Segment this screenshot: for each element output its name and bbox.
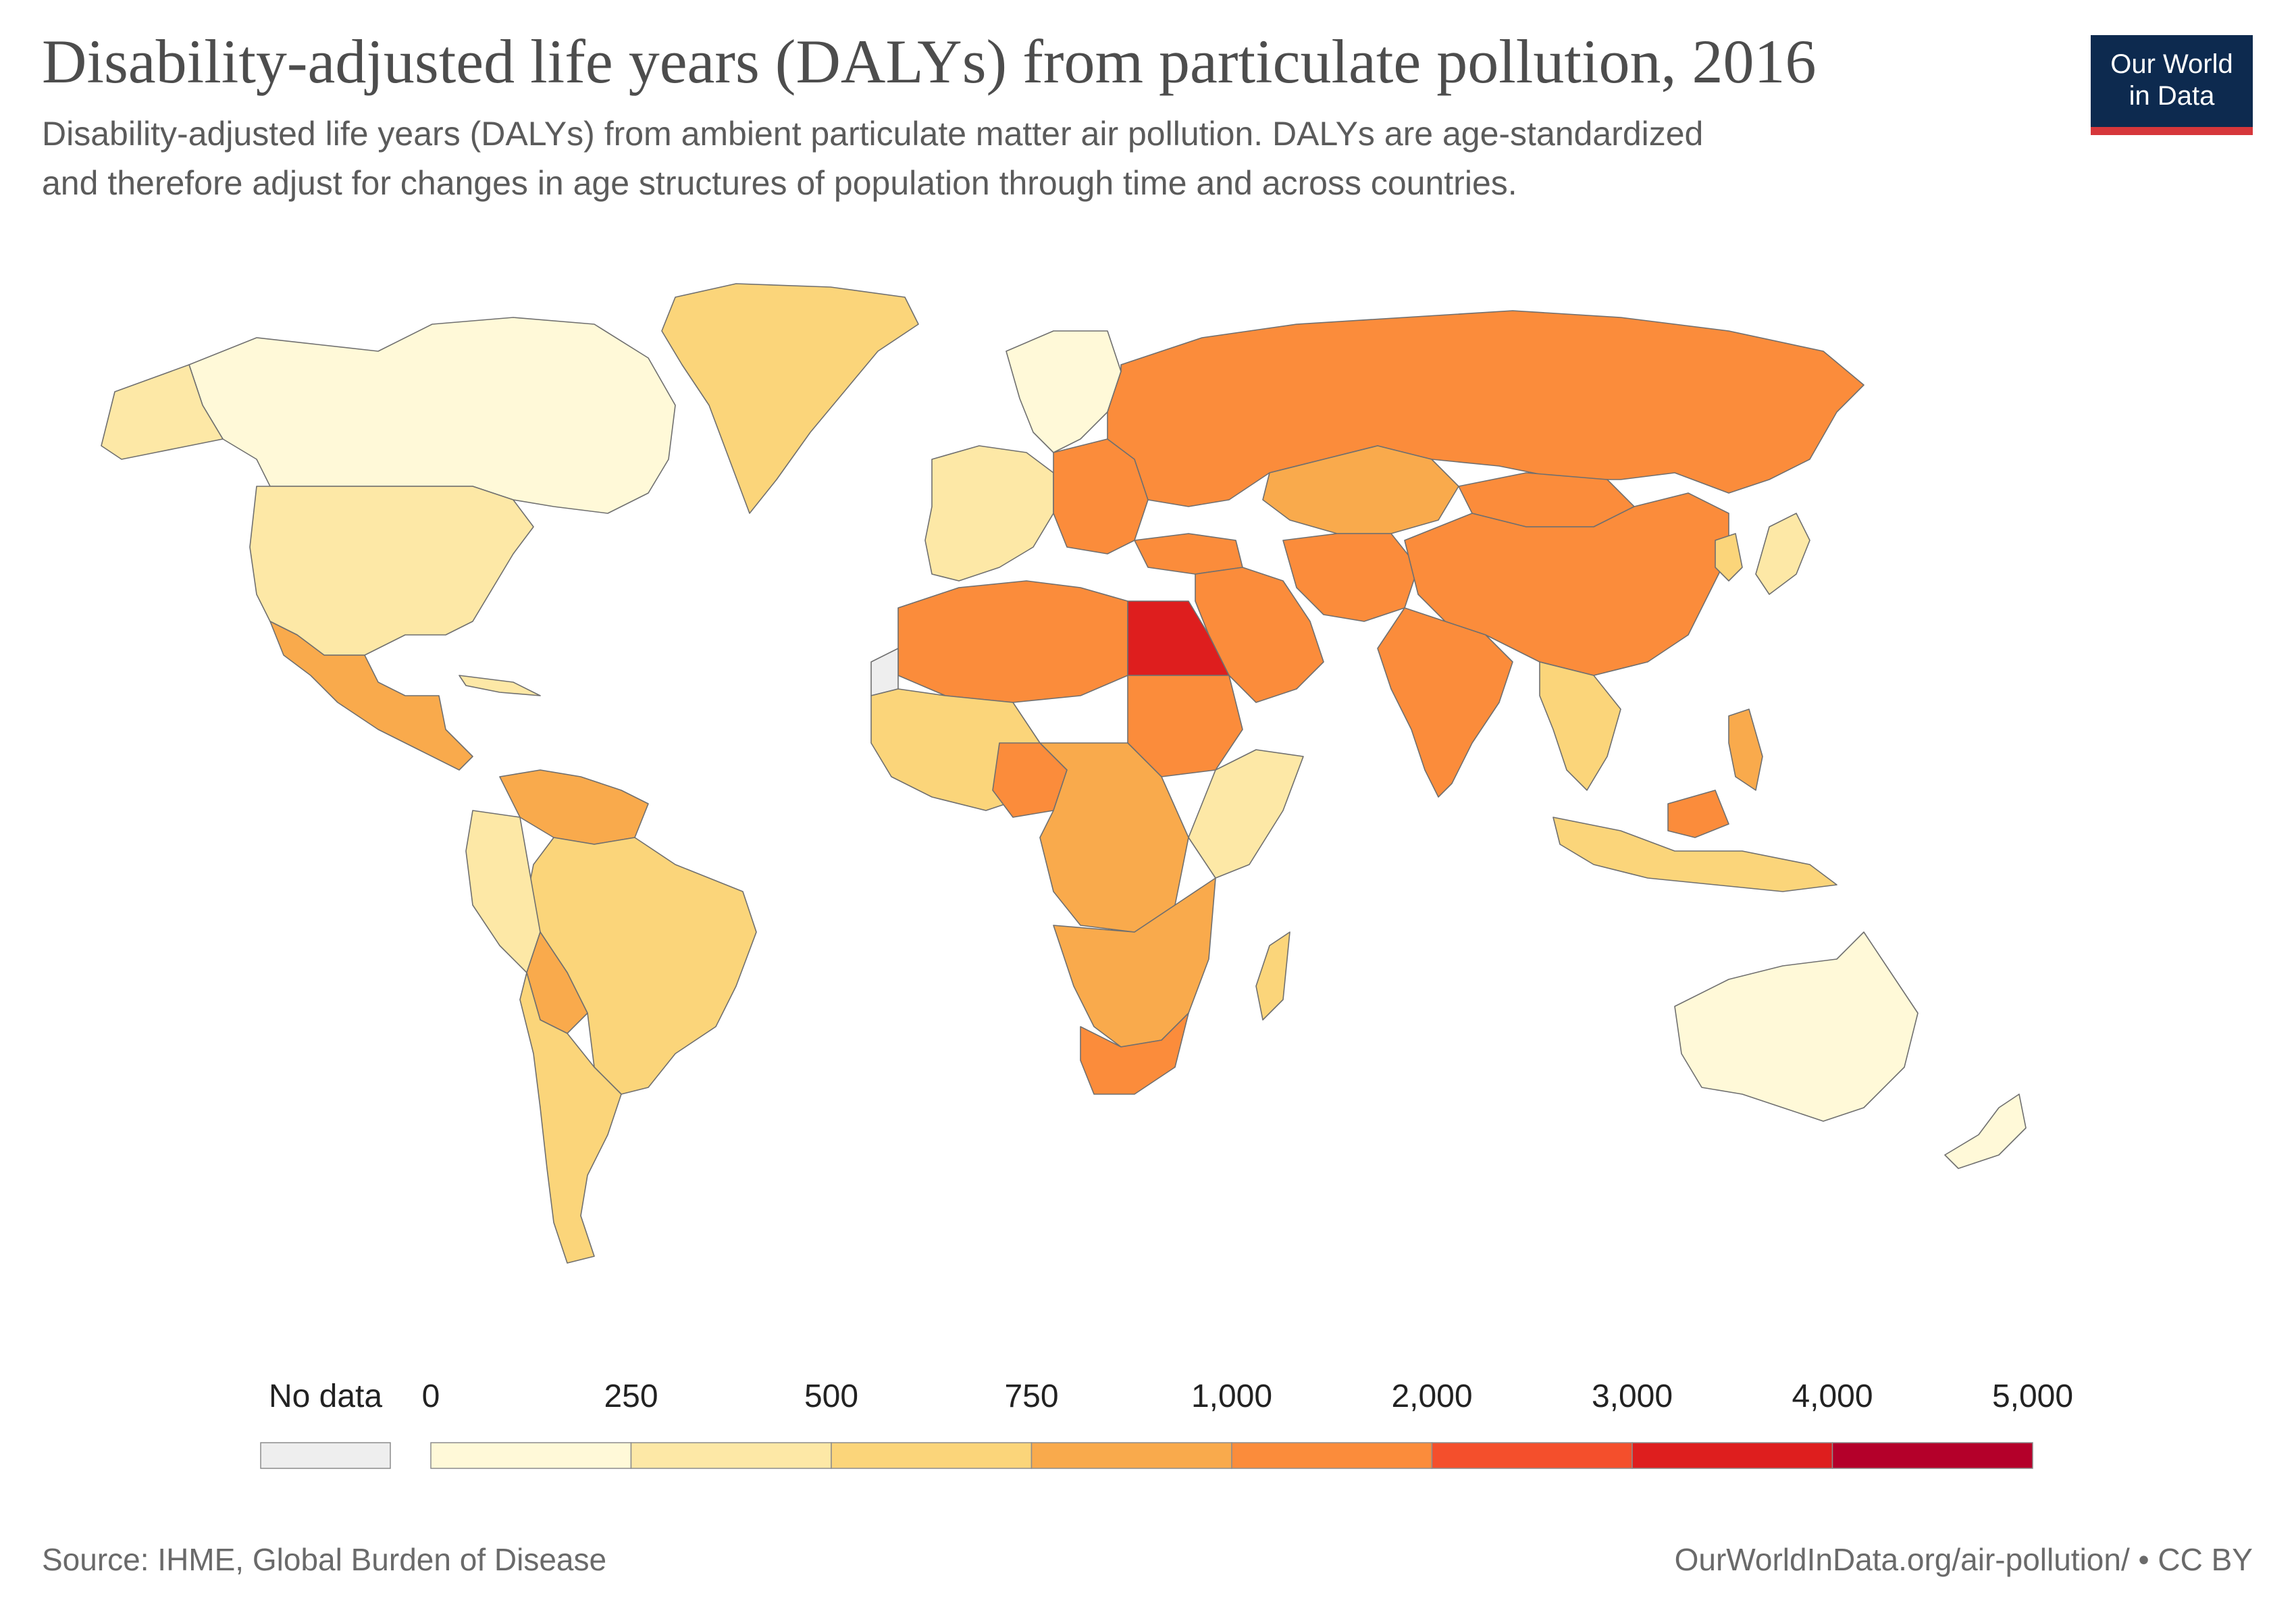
legend-tick-label: 3,000 xyxy=(1591,1379,1673,1414)
legend-tick-label: 1,000 xyxy=(1191,1379,1273,1414)
country-western-sahara[interactable] xyxy=(870,648,899,696)
country-east-africa[interactable] xyxy=(1188,749,1304,879)
country-russia[interactable] xyxy=(1107,310,1864,507)
country-iran[interactable] xyxy=(1282,533,1419,622)
legend-bin-6[interactable] xyxy=(1632,1442,1833,1469)
legend-tick-label: 500 xyxy=(804,1379,859,1414)
legend-tick-label: 250 xyxy=(604,1379,658,1414)
legend-no-data-swatch xyxy=(260,1442,391,1469)
legend-bin-7[interactable] xyxy=(1831,1442,2033,1469)
country-middle-east[interactable] xyxy=(1195,567,1324,703)
country-philippines[interactable] xyxy=(1728,709,1763,791)
country-india[interactable] xyxy=(1377,607,1513,798)
country-central-africa[interactable] xyxy=(1039,742,1189,933)
chart-title: Disability-adjusted life years (DALYs) f… xyxy=(42,27,1817,96)
country-indonesia[interactable] xyxy=(1553,817,1837,892)
country-kazakhstan[interactable] xyxy=(1262,445,1459,534)
legend-tick-label: 0 xyxy=(421,1379,440,1414)
country-south-africa[interactable] xyxy=(1080,1012,1189,1095)
country-madagascar[interactable] xyxy=(1255,931,1290,1021)
owid-logo[interactable]: Our World in Data xyxy=(2091,35,2253,135)
source-text: Source: IHME, Global Burden of Disease xyxy=(42,1542,607,1577)
country-western-europe[interactable] xyxy=(924,445,1054,582)
world-map xyxy=(101,283,2027,1264)
country-alaska[interactable] xyxy=(101,364,224,460)
country-australia[interactable] xyxy=(1674,931,1919,1122)
legend-tick-label: 5,000 xyxy=(1991,1379,2074,1414)
legend-bin-3[interactable] xyxy=(1030,1442,1232,1469)
country-argentina-chile[interactable] xyxy=(519,972,622,1264)
subtitle-line-2: and therefore adjust for changes in age … xyxy=(42,164,1517,202)
logo-line-2: in Data xyxy=(2129,81,2215,111)
country-mexico[interactable] xyxy=(269,621,473,771)
legend-tick-label: 750 xyxy=(1004,1379,1059,1414)
legend-bin-1[interactable] xyxy=(630,1442,832,1469)
country-japan[interactable] xyxy=(1755,513,1810,595)
country-egypt[interactable] xyxy=(1127,600,1230,676)
logo-accent-bar xyxy=(2091,127,2253,135)
country-greenland[interactable] xyxy=(661,283,919,514)
country-korea[interactable] xyxy=(1715,533,1743,582)
legend-tick-label: 2,000 xyxy=(1391,1379,1473,1414)
source-url[interactable]: OurWorldInData.org/air-pollution/ • CC B… xyxy=(1674,1542,2253,1577)
legend-scale xyxy=(260,1442,2033,1469)
legend: No data 0 250 500 750 1,000 2,000 3,000 4,000 5,… xyxy=(0,1378,2296,1479)
country-canada[interactable] xyxy=(188,317,676,514)
country-venezuela-region[interactable] xyxy=(499,769,649,845)
country-new-zealand[interactable] xyxy=(1944,1093,2027,1169)
legend-bin-0[interactable] xyxy=(430,1442,632,1469)
legend-tick-label: 4,000 xyxy=(1792,1379,1873,1414)
country-peru-ecuador[interactable] xyxy=(465,810,541,973)
logo-line-1: Our World xyxy=(2110,49,2233,79)
chart-subtitle: Disability-adjusted life years (DALYs) f… xyxy=(42,109,2000,208)
country-turkey[interactable] xyxy=(1134,533,1243,575)
country-north-africa[interactable] xyxy=(897,580,1128,703)
country-scandinavia[interactable] xyxy=(1006,330,1122,453)
legend-no-data-label: No data xyxy=(268,1379,383,1414)
country-southeast-asia[interactable] xyxy=(1539,661,1621,791)
country-cuba[interactable] xyxy=(459,675,541,696)
country-malaysia-borneo[interactable] xyxy=(1667,790,1729,838)
legend-bin-5[interactable] xyxy=(1431,1442,1633,1469)
subtitle-line-1: Disability-adjusted life years (DALYs) f… xyxy=(42,115,1704,153)
country-usa[interactable] xyxy=(249,486,534,656)
legend-bin-2[interactable] xyxy=(831,1442,1033,1469)
legend-bin-4[interactable] xyxy=(1231,1442,1433,1469)
